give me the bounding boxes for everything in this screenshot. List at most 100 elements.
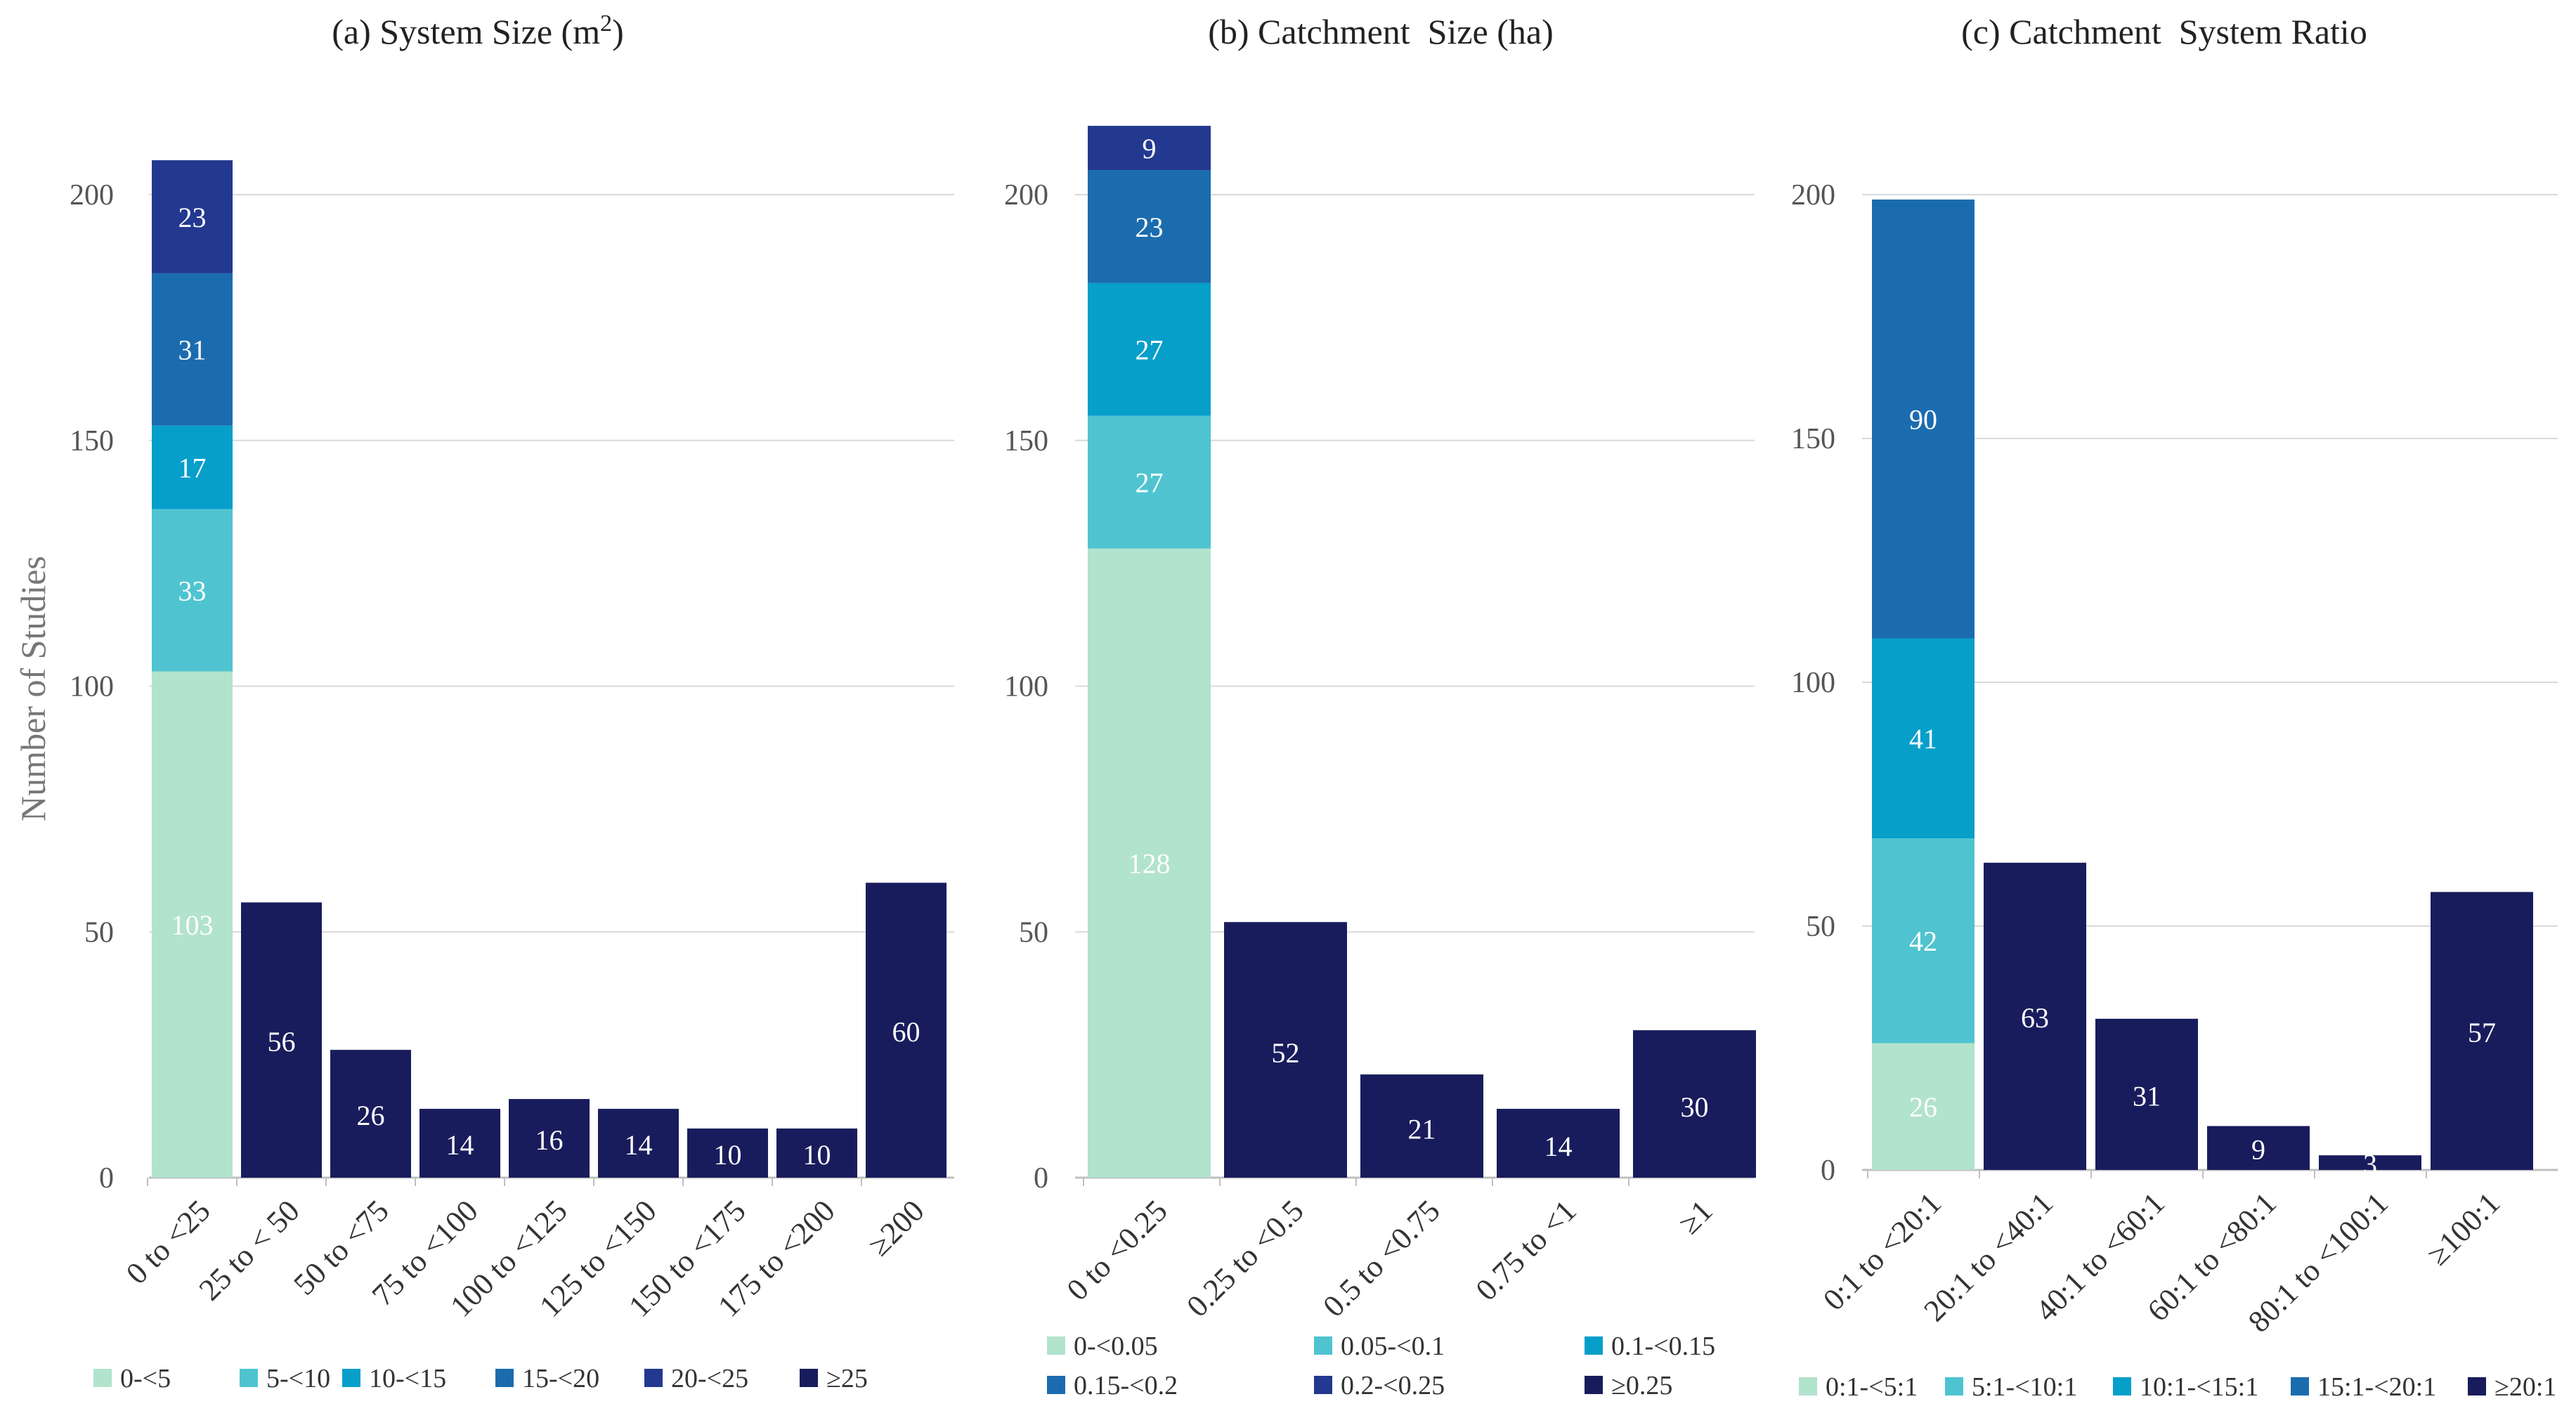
panel-a-title: (a) System Size (m2) [332, 11, 624, 51]
legend-label: 10-<15 [369, 1364, 446, 1393]
bar-segment [1984, 862, 2086, 1170]
bar-value-label: 60 [892, 1016, 921, 1048]
y-tick-label: 150 [70, 425, 114, 457]
bar-segment [1872, 838, 1975, 1043]
bar-segment [241, 902, 322, 1178]
legend-swatch [1314, 1376, 1332, 1394]
bar-segment [1360, 1074, 1483, 1178]
bar-segment [1088, 170, 1211, 283]
bar-segment [509, 1099, 590, 1178]
bar-segment [1088, 415, 1211, 549]
y-tick-label: 0 [1034, 1162, 1048, 1195]
legend-swatch [240, 1369, 258, 1387]
legend-swatch [1047, 1336, 1065, 1355]
legend-swatch [93, 1369, 112, 1387]
legend-label: ≥25 [826, 1364, 868, 1393]
bar-segment [152, 160, 233, 273]
bar-segment [1088, 282, 1211, 416]
bar-segment [866, 883, 947, 1178]
bar-segment [1088, 126, 1211, 171]
legend-label: 5:1-<10:1 [1972, 1372, 2077, 1402]
bar-value-label: 90 [1909, 404, 1937, 436]
legend-swatch [1314, 1336, 1332, 1355]
y-tick-label: 100 [1791, 667, 1835, 699]
bar-segment [687, 1128, 768, 1178]
bar-segment [1633, 1030, 1756, 1178]
y-tick-label: 200 [70, 179, 114, 212]
bar-segment [2207, 1126, 2310, 1170]
panel-c-title: (c) Catchment System Ratio [1961, 12, 2367, 51]
y-tick-label: 150 [1004, 425, 1048, 457]
legend-swatch [1799, 1377, 1817, 1395]
bar-value-label: 10 [714, 1139, 742, 1171]
bar-segment [776, 1128, 857, 1178]
bar-value-label: 14 [625, 1129, 653, 1161]
panel-a-title-end: ) [612, 12, 624, 51]
bar-segment [152, 425, 233, 509]
bar-value-label: 103 [171, 909, 214, 941]
bar-value-label: 27 [1136, 467, 1164, 499]
y-tick-label: 100 [1004, 671, 1048, 703]
panel-catchment-size: (b) Catchment Size (ha) 128 27 27 23 9 52 21 14… [1004, 12, 1756, 1400]
panel-a-title-text: (a) System Size (m [332, 12, 600, 51]
bar-segment [152, 509, 233, 672]
legend-swatch [644, 1369, 663, 1387]
bar-value-label: 52 [1272, 1037, 1300, 1069]
legend-label: 0.2-<0.25 [1341, 1371, 1445, 1400]
panel-b-title: (b) Catchment Size (ha) [1208, 12, 1553, 51]
panel-a-title-superscript: 2 [600, 11, 612, 37]
legend-swatch [1047, 1376, 1065, 1394]
bar-value-label: 30 [1681, 1091, 1709, 1123]
legend-label: ≥0.25 [1611, 1371, 1672, 1400]
legend-label: 0-<0.05 [1074, 1332, 1158, 1361]
legend-label: 15-<20 [522, 1364, 599, 1393]
bar-value-label: 31 [178, 334, 207, 366]
bar-value-label: 63 [2021, 1002, 2049, 1034]
legend-swatch [2291, 1377, 2309, 1395]
legend-swatch [2113, 1377, 2131, 1395]
legend-label: 0.1-<0.15 [1611, 1332, 1715, 1361]
bar-value-label: 31 [2133, 1080, 2161, 1112]
bar-segment [1497, 1109, 1620, 1178]
legend-swatch [800, 1369, 818, 1387]
bar-segment [2431, 892, 2533, 1170]
bar-segment [1872, 638, 1975, 839]
bar-value-label: 56 [268, 1026, 296, 1058]
y-tick-label: 50 [1806, 911, 1835, 943]
bar-segment [1224, 922, 1347, 1178]
legend-label: 0.05-<0.1 [1341, 1332, 1445, 1361]
y-tick-label: 200 [1004, 179, 1048, 212]
bar-value-label: 41 [1909, 723, 1937, 755]
bar-value-label: 21 [1408, 1114, 1436, 1145]
bar-value-label: 23 [178, 202, 207, 233]
bar-segment [1088, 548, 1211, 1178]
bar-value-label: 42 [1909, 925, 1937, 957]
legend-label: ≥20:1 [2494, 1372, 2556, 1402]
y-tick-label: 0 [99, 1162, 114, 1195]
bar-value-label: 23 [1136, 212, 1164, 243]
bar-value-label: 26 [1909, 1091, 1937, 1123]
bar-segment [152, 671, 233, 1178]
legend-swatch [495, 1369, 514, 1387]
legend-label: 0:1-<5:1 [1826, 1372, 1918, 1402]
y-tick-label: 200 [1791, 179, 1835, 212]
bar-value-label: 17 [178, 453, 207, 484]
bar-segment [152, 273, 233, 426]
y-axis-label: Number of Studies [13, 556, 53, 821]
bar-segment [2319, 1155, 2421, 1170]
y-tick-label: 0 [1821, 1154, 1835, 1187]
bar-segment [1872, 1043, 1975, 1170]
bar-value-label: 14 [446, 1129, 474, 1161]
legend-label: 0.15-<0.2 [1074, 1371, 1178, 1400]
bar-value-label: 27 [1136, 334, 1164, 366]
legend-swatch [342, 1369, 360, 1387]
y-tick-label: 50 [84, 916, 114, 949]
bar-value-label: 3 [2363, 1148, 2377, 1180]
bar-segment [598, 1109, 679, 1178]
bar-value-label: 33 [178, 575, 207, 606]
bar-value-label: 128 [1128, 848, 1171, 880]
legend-label: 10:1-<15:1 [2140, 1372, 2258, 1402]
legend-label: 5-<10 [266, 1364, 330, 1393]
